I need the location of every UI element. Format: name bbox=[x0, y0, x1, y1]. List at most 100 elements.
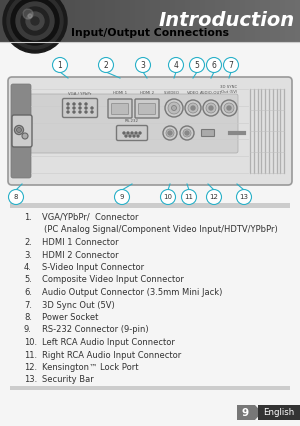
Circle shape bbox=[133, 135, 135, 137]
Circle shape bbox=[127, 132, 129, 134]
Circle shape bbox=[85, 111, 87, 113]
Circle shape bbox=[160, 190, 175, 204]
Circle shape bbox=[169, 58, 184, 72]
Text: S-Video Input Connector: S-Video Input Connector bbox=[42, 263, 144, 272]
Text: Security Bar: Security Bar bbox=[42, 375, 94, 385]
Bar bbox=[20, 0, 25, 42]
Circle shape bbox=[135, 132, 137, 134]
Text: 9: 9 bbox=[242, 408, 249, 417]
Circle shape bbox=[23, 9, 33, 19]
Circle shape bbox=[3, 0, 67, 53]
Circle shape bbox=[115, 190, 130, 204]
FancyBboxPatch shape bbox=[112, 104, 128, 115]
Text: S-VIDEO: S-VIDEO bbox=[164, 91, 180, 95]
Bar bbox=[120, 0, 125, 42]
Text: 3D SYNC
Out (5V): 3D SYNC Out (5V) bbox=[220, 85, 238, 94]
Text: Left RCA Audio Input Connector: Left RCA Audio Input Connector bbox=[42, 338, 175, 347]
Circle shape bbox=[209, 106, 213, 110]
Circle shape bbox=[172, 106, 176, 110]
Bar bbox=[215, 0, 220, 42]
Bar bbox=[110, 0, 115, 42]
Text: English: English bbox=[263, 408, 295, 417]
Bar bbox=[100, 0, 105, 42]
Circle shape bbox=[52, 58, 68, 72]
FancyBboxPatch shape bbox=[116, 126, 148, 141]
Bar bbox=[225, 0, 230, 42]
Text: 4.: 4. bbox=[24, 263, 32, 272]
Bar bbox=[165, 0, 170, 42]
Bar bbox=[90, 0, 95, 42]
Bar bbox=[10, 203, 290, 208]
Circle shape bbox=[224, 103, 234, 113]
Circle shape bbox=[185, 100, 201, 116]
FancyBboxPatch shape bbox=[12, 115, 32, 147]
Bar bbox=[25, 0, 30, 42]
Bar bbox=[65, 0, 70, 42]
FancyBboxPatch shape bbox=[139, 104, 155, 115]
Text: 6: 6 bbox=[212, 60, 216, 69]
Circle shape bbox=[224, 58, 238, 72]
Text: Composite Video Input Connector: Composite Video Input Connector bbox=[42, 276, 184, 285]
Bar bbox=[260, 0, 265, 42]
Circle shape bbox=[185, 131, 189, 135]
Circle shape bbox=[206, 190, 221, 204]
Text: 3D Sync Out (5V): 3D Sync Out (5V) bbox=[42, 300, 115, 310]
Circle shape bbox=[98, 58, 113, 72]
Circle shape bbox=[123, 132, 125, 134]
Text: 10.: 10. bbox=[24, 338, 37, 347]
Text: 5.: 5. bbox=[24, 276, 32, 285]
Bar bbox=[115, 0, 120, 42]
Bar bbox=[240, 0, 245, 42]
Circle shape bbox=[21, 7, 49, 35]
Circle shape bbox=[28, 14, 32, 18]
Circle shape bbox=[190, 58, 205, 72]
Text: Right RCA Audio Input Connector: Right RCA Audio Input Connector bbox=[42, 351, 181, 360]
Bar bbox=[30, 0, 35, 42]
Circle shape bbox=[67, 103, 69, 105]
Bar bbox=[175, 0, 180, 42]
Bar bbox=[130, 0, 135, 42]
Bar bbox=[160, 0, 165, 42]
Bar bbox=[0, 0, 300, 42]
Bar bbox=[105, 0, 110, 42]
Text: 9.: 9. bbox=[24, 325, 32, 334]
Circle shape bbox=[67, 107, 69, 109]
Circle shape bbox=[206, 103, 216, 113]
Bar bbox=[170, 0, 175, 42]
Text: Kensington™ Lock Port: Kensington™ Lock Port bbox=[42, 363, 139, 372]
Bar bbox=[135, 0, 140, 42]
FancyBboxPatch shape bbox=[62, 98, 98, 118]
Bar bbox=[10, 0, 15, 42]
Text: RS-232: RS-232 bbox=[125, 119, 139, 123]
Text: VGA / YPbPr: VGA / YPbPr bbox=[68, 92, 92, 96]
FancyBboxPatch shape bbox=[135, 99, 159, 118]
Circle shape bbox=[191, 106, 195, 110]
Bar bbox=[125, 0, 130, 42]
Bar bbox=[245, 0, 250, 42]
Circle shape bbox=[188, 103, 198, 113]
Text: 11: 11 bbox=[184, 194, 194, 200]
Bar bbox=[285, 0, 290, 42]
Text: Audio Output Connector (3.5mm Mini Jack): Audio Output Connector (3.5mm Mini Jack) bbox=[42, 288, 222, 297]
Circle shape bbox=[182, 190, 196, 204]
Bar bbox=[50, 0, 55, 42]
FancyBboxPatch shape bbox=[11, 84, 31, 178]
Circle shape bbox=[7, 0, 63, 49]
Text: 9: 9 bbox=[120, 194, 124, 200]
Bar bbox=[45, 0, 50, 42]
Bar bbox=[270, 0, 275, 42]
Bar bbox=[235, 0, 240, 42]
Text: 3: 3 bbox=[141, 60, 146, 69]
Bar bbox=[205, 0, 210, 42]
Text: 7.: 7. bbox=[24, 300, 32, 310]
Circle shape bbox=[183, 129, 191, 137]
Bar bbox=[195, 0, 200, 42]
Circle shape bbox=[91, 107, 93, 109]
Text: 1.: 1. bbox=[24, 213, 32, 222]
Bar bbox=[35, 0, 40, 42]
Circle shape bbox=[31, 17, 39, 25]
Bar bbox=[95, 0, 100, 42]
Bar bbox=[70, 0, 75, 42]
Circle shape bbox=[67, 111, 69, 113]
Text: 13.: 13. bbox=[24, 375, 37, 385]
